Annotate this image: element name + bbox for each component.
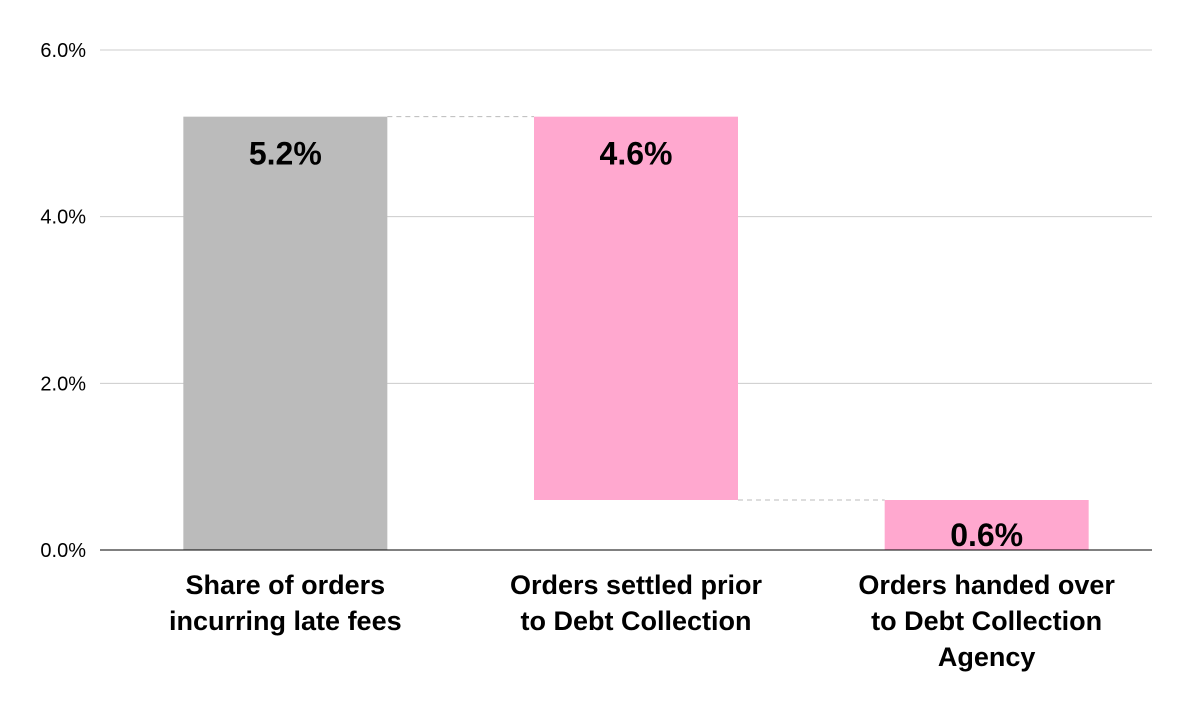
bar-value-label: 5.2% <box>249 136 322 172</box>
y-tick-label: 2.0% <box>40 373 86 395</box>
bar-value-label: 0.6% <box>950 517 1023 553</box>
bars <box>183 116 1089 551</box>
bar <box>534 116 738 501</box>
category-label-line: Orders handed over <box>858 570 1115 600</box>
category-label-line: to Debt Collection <box>521 606 752 636</box>
category-label: Orders handed over to Debt Collection Agen… <box>858 570 1115 672</box>
bar <box>183 116 388 551</box>
bar <box>884 500 1089 550</box>
category-label-line: to Debt Collection <box>871 606 1102 636</box>
category-label: Orders settled prior to Debt Collection <box>510 570 763 636</box>
category-label-line: incurring late fees <box>169 606 402 636</box>
category-label-line: Agency <box>938 642 1036 672</box>
y-tick-label: 6.0% <box>40 40 86 62</box>
bar-value-label: 4.6% <box>600 136 673 172</box>
category-label-line: Orders settled prior <box>510 570 763 600</box>
y-tick-label: 4.0% <box>40 207 86 229</box>
connectors <box>387 116 885 501</box>
category-label-line: Share of orders <box>186 570 386 600</box>
y-tick-label: 0.0% <box>40 540 86 562</box>
labels: 0.0% 2.0% 4.0% 6.0% 5.2% 4.6% 0.6% Share of ord… <box>40 40 1115 672</box>
category-label: Share of orders incurring late fees <box>169 570 402 636</box>
